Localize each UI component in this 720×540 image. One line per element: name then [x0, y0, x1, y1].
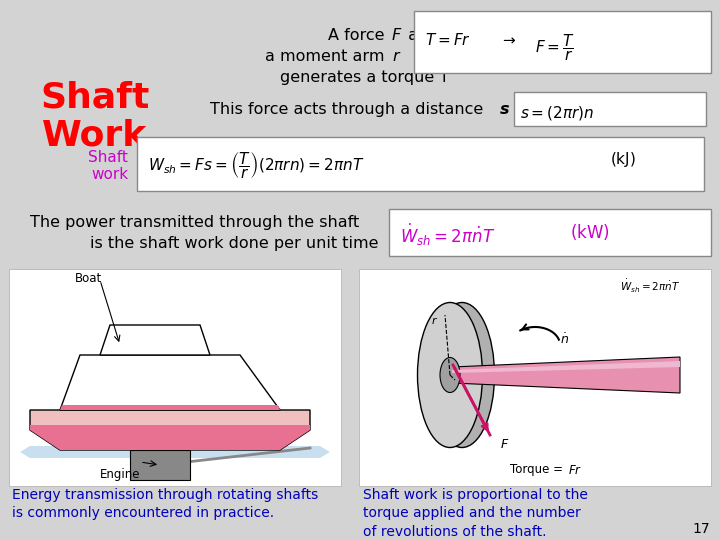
Text: $\rightarrow$: $\rightarrow$	[500, 32, 517, 47]
FancyBboxPatch shape	[389, 209, 711, 256]
Text: This force acts through a distance: This force acts through a distance	[210, 102, 488, 117]
Text: $r$: $r$	[431, 314, 438, 326]
Text: is the shaft work done per unit time: is the shaft work done per unit time	[90, 236, 379, 251]
Ellipse shape	[440, 357, 460, 393]
Text: $F = \dfrac{T}{r}$: $F = \dfrac{T}{r}$	[535, 32, 575, 63]
Text: F: F	[392, 28, 401, 43]
Text: generates a torque T: generates a torque T	[280, 70, 449, 85]
Polygon shape	[452, 357, 680, 393]
Text: Shaft work is proportional to the
torque applied and the number
of revolutions o: Shaft work is proportional to the torque…	[363, 488, 588, 539]
Polygon shape	[100, 325, 210, 355]
Polygon shape	[452, 361, 680, 373]
Text: 17: 17	[693, 522, 710, 536]
Text: Engine: Engine	[100, 468, 140, 481]
Text: s: s	[500, 102, 510, 117]
Text: $s = (2\pi r)n$: $s = (2\pi r)n$	[520, 104, 594, 122]
Text: Torque =: Torque =	[510, 463, 567, 476]
Polygon shape	[20, 446, 330, 458]
Text: $\dot{n}$: $\dot{n}$	[560, 333, 570, 347]
FancyBboxPatch shape	[414, 11, 711, 73]
Text: $\dot{W}_{sh} = 2\pi \dot{n} T$: $\dot{W}_{sh} = 2\pi \dot{n} T$	[620, 278, 680, 295]
Text: r: r	[392, 49, 399, 64]
Text: $Fr$: $Fr$	[568, 463, 582, 476]
Ellipse shape	[430, 302, 495, 448]
Polygon shape	[30, 425, 310, 450]
Polygon shape	[60, 405, 280, 410]
Text: $\mathrm{(kJ)}$: $\mathrm{(kJ)}$	[610, 150, 636, 169]
Text: Shaft
work: Shaft work	[88, 150, 128, 183]
FancyBboxPatch shape	[137, 137, 704, 191]
Polygon shape	[30, 410, 310, 450]
Text: $F$: $F$	[500, 438, 510, 451]
FancyBboxPatch shape	[9, 269, 341, 486]
Text: a moment arm: a moment arm	[266, 49, 390, 64]
Text: Shaft
Work: Shaft Work	[40, 80, 150, 152]
FancyBboxPatch shape	[359, 269, 711, 486]
Ellipse shape	[418, 302, 482, 448]
Polygon shape	[60, 355, 280, 410]
FancyBboxPatch shape	[514, 92, 706, 126]
Text: Energy transmission through rotating shafts
is commonly encountered in practice.: Energy transmission through rotating sha…	[12, 488, 318, 521]
Text: $\dot{W}_{sh} = 2\pi \dot{n} T$: $\dot{W}_{sh} = 2\pi \dot{n} T$	[400, 222, 495, 248]
Text: $T = Fr$: $T = Fr$	[425, 32, 471, 48]
Text: Boat: Boat	[75, 272, 102, 285]
Text: $W_{sh} = Fs = \left(\dfrac{T}{r}\right)(2\pi r n) = 2\pi n T$: $W_{sh} = Fs = \left(\dfrac{T}{r}\right)…	[148, 150, 364, 181]
Text: A force: A force	[328, 28, 390, 43]
Text: The power transmitted through the shaft: The power transmitted through the shaft	[30, 215, 359, 230]
Text: $\mathrm{(kW)}$: $\mathrm{(kW)}$	[570, 222, 610, 242]
Bar	[130, 450, 190, 480]
Text: acting through: acting through	[403, 28, 526, 43]
